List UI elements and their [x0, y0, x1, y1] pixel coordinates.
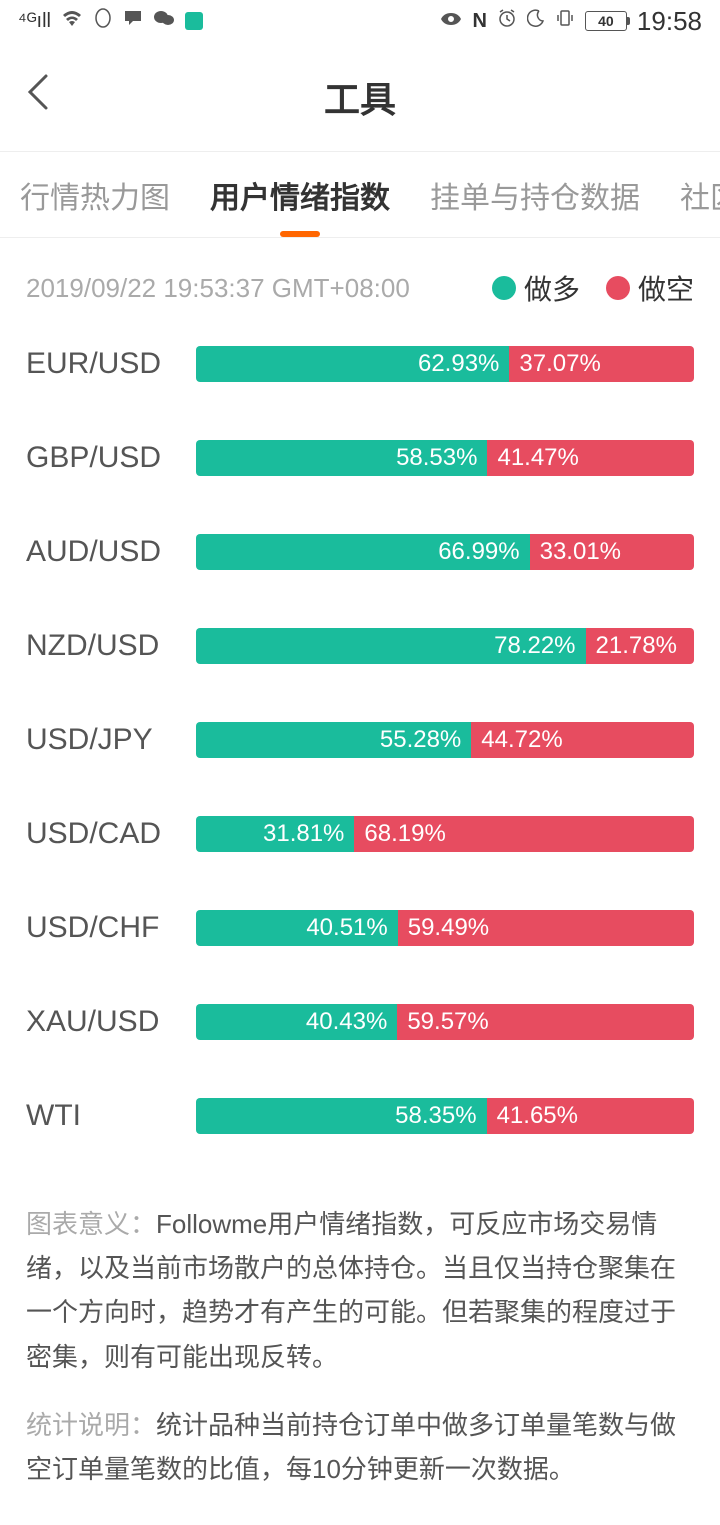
sentiment-list: EUR/USD62.93%37.07% GBP/USD58.53%41.47% AU… — [0, 326, 720, 1134]
sentiment-row[interactable]: WTI58.35%41.65% — [26, 1098, 694, 1134]
short-segment: 44.72% — [471, 722, 694, 758]
short-segment: 59.49% — [398, 910, 694, 946]
legend-short-label: 做空 — [638, 268, 694, 308]
sentiment-row[interactable]: NZD/USD78.22%21.78% — [26, 628, 694, 664]
explain-label-2: 统计说明： — [26, 1410, 156, 1440]
legend-long-dot — [492, 276, 516, 300]
status-right: N 40 19:58 — [440, 6, 702, 37]
back-button[interactable] — [24, 72, 52, 122]
explain-label-1: 图表意义： — [26, 1209, 156, 1239]
legend-long: 做多 — [492, 268, 580, 308]
explanation: 图表意义：Followme用户情绪指数，可反应市场交易情绪，以及当前市场散户的总… — [0, 1192, 720, 1525]
sentiment-row[interactable]: GBP/USD58.53%41.47% — [26, 440, 694, 476]
vibrate-icon — [555, 8, 575, 34]
legend-short-dot — [606, 276, 630, 300]
sentiment-row[interactable]: EUR/USD62.93%37.07% — [26, 346, 694, 382]
short-segment: 41.47% — [487, 440, 694, 476]
wifi-icon — [61, 9, 83, 33]
sentiment-bar: 62.93%37.07% — [196, 346, 694, 382]
tab-orders[interactable]: 挂单与持仓数据 — [410, 152, 660, 237]
sentiment-row[interactable]: USD/CHF40.51%59.49% — [26, 910, 694, 946]
nfc-icon: N — [472, 10, 486, 33]
legend-short: 做空 — [606, 268, 694, 308]
short-segment: 59.57% — [397, 1004, 694, 1040]
pair-label: GBP/USD — [26, 441, 196, 475]
pair-label: USD/CAD — [26, 817, 196, 851]
sentiment-bar: 31.81%68.19% — [196, 816, 694, 852]
sentiment-row[interactable]: USD/JPY55.28%44.72% — [26, 722, 694, 758]
pair-label: WTI — [26, 1099, 196, 1133]
app-icon — [185, 12, 203, 30]
sentiment-bar: 40.43%59.57% — [196, 1004, 694, 1040]
moon-icon — [527, 9, 545, 33]
tab-community[interactable]: 社区 — [660, 152, 720, 237]
tabs: 行情热力图 用户情绪指数 挂单与持仓数据 社区 — [0, 152, 720, 238]
battery-icon: 40 — [585, 11, 627, 31]
short-segment: 41.65% — [487, 1098, 694, 1134]
long-segment: 66.99% — [196, 534, 530, 570]
chat-icon — [123, 9, 143, 33]
sentiment-row[interactable]: USD/CAD31.81%68.19% — [26, 816, 694, 852]
short-segment: 21.78% — [586, 628, 694, 664]
long-segment: 62.93% — [196, 346, 509, 382]
signal-icon: ⁴ᴳıll — [18, 10, 51, 33]
short-segment: 68.19% — [354, 816, 694, 852]
timestamp: 2019/09/22 19:53:37 GMT+08:00 — [26, 273, 410, 304]
short-segment: 33.01% — [530, 534, 694, 570]
alarm-icon — [497, 8, 517, 34]
page-title: 工具 — [324, 71, 396, 123]
pair-label: NZD/USD — [26, 629, 196, 663]
legend: 做多 做空 — [492, 268, 694, 308]
sentiment-bar: 78.22%21.78% — [196, 628, 694, 664]
pair-label: EUR/USD — [26, 347, 196, 381]
tab-heatmap[interactable]: 行情热力图 — [0, 152, 190, 237]
header: 工具 — [0, 42, 720, 152]
legend-long-label: 做多 — [524, 268, 580, 308]
long-segment: 31.81% — [196, 816, 354, 852]
status-left: ⁴ᴳıll — [18, 8, 203, 34]
pair-label: XAU/USD — [26, 1005, 196, 1039]
sentiment-bar: 58.35%41.65% — [196, 1098, 694, 1134]
meta-row: 2019/09/22 19:53:37 GMT+08:00 做多 做空 — [0, 238, 720, 326]
wechat-icon — [153, 9, 175, 33]
pair-label: AUD/USD — [26, 535, 196, 569]
pair-label: USD/CHF — [26, 911, 196, 945]
tab-sentiment[interactable]: 用户情绪指数 — [190, 152, 410, 237]
status-time: 19:58 — [637, 6, 702, 37]
status-bar: ⁴ᴳıll N 40 19:58 — [0, 0, 720, 42]
sentiment-bar: 55.28%44.72% — [196, 722, 694, 758]
long-segment: 40.51% — [196, 910, 398, 946]
short-segment: 37.07% — [509, 346, 694, 382]
long-segment: 58.53% — [196, 440, 487, 476]
sentiment-bar: 40.51%59.49% — [196, 910, 694, 946]
pair-label: USD/JPY — [26, 723, 196, 757]
long-segment: 40.43% — [196, 1004, 397, 1040]
long-segment: 55.28% — [196, 722, 471, 758]
long-segment: 78.22% — [196, 628, 586, 664]
sentiment-row[interactable]: AUD/USD66.99%33.01% — [26, 534, 694, 570]
sentiment-bar: 66.99%33.01% — [196, 534, 694, 570]
qq-icon — [93, 8, 113, 34]
eye-icon — [440, 10, 462, 33]
long-segment: 58.35% — [196, 1098, 487, 1134]
sentiment-row[interactable]: XAU/USD40.43%59.57% — [26, 1004, 694, 1040]
sentiment-bar: 58.53%41.47% — [196, 440, 694, 476]
